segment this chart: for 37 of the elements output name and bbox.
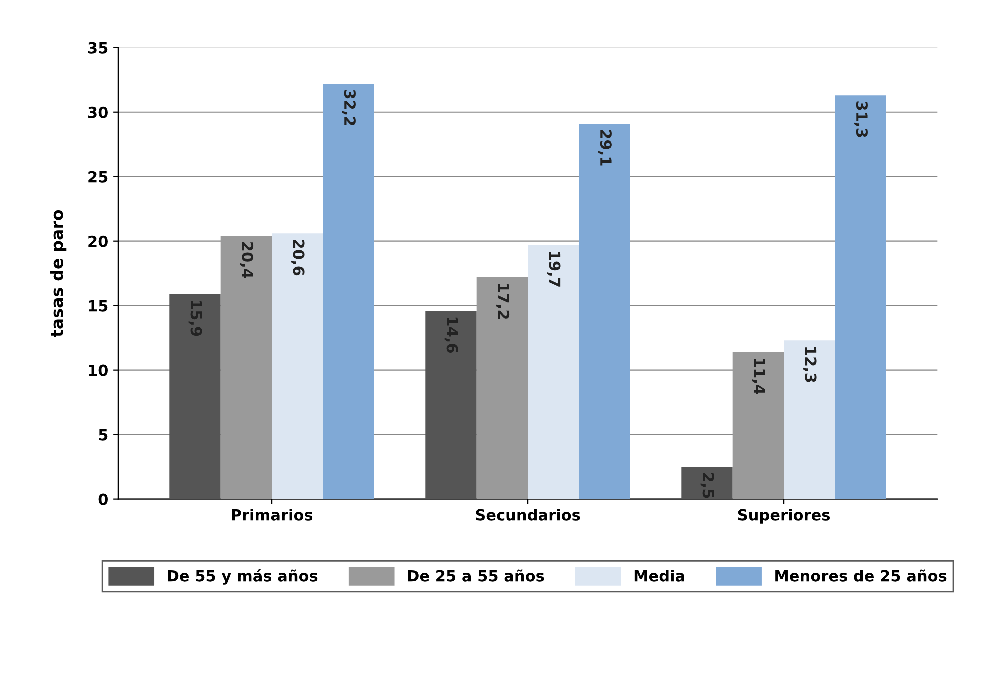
y-tick-label: 35: [88, 42, 108, 54]
y-tick-label: 15: [89, 300, 108, 312]
bar: [835, 96, 886, 500]
bar: [426, 311, 477, 500]
data-label: 20,6: [291, 240, 305, 276]
y-tick-label: 5: [99, 429, 108, 441]
bar: [220, 236, 272, 500]
x-tick-label: Superiores: [738, 509, 830, 524]
y-tick-label: 10: [89, 364, 108, 376]
bar: [476, 277, 528, 500]
y-axis-title: tasas de paro: [50, 210, 67, 338]
y-tick-label: 30: [88, 106, 108, 118]
x-tick-label: Primarios: [232, 509, 313, 521]
bar: [272, 234, 324, 500]
bar: [732, 352, 784, 500]
legend-label: De 55 y más años: [168, 569, 318, 585]
legend-label: Media: [634, 570, 684, 582]
bar: [579, 124, 630, 500]
legend-label: De 25 a 55 años: [408, 570, 544, 582]
bar: [784, 340, 836, 500]
data-label: 32,2: [342, 90, 356, 126]
data-label: 12,3: [803, 348, 817, 382]
y-tick-label: 0: [98, 494, 108, 506]
data-label: 19,7: [547, 252, 561, 287]
legend-label: Menores de 25 años: [776, 570, 947, 582]
bar: [528, 245, 580, 500]
data-label: 31,3: [854, 102, 868, 138]
y-tick-label: 20: [88, 236, 108, 248]
bar: [682, 467, 733, 500]
data-label: 20,4: [240, 242, 254, 278]
data-label: 17,2: [496, 284, 510, 319]
x-tick-label: Secundarios: [476, 509, 580, 521]
data-label: 29,1: [598, 130, 612, 166]
data-label: 11,4: [752, 359, 766, 394]
bar: [323, 84, 374, 500]
bar: [170, 294, 221, 500]
y-tick-label: 25: [88, 171, 108, 183]
